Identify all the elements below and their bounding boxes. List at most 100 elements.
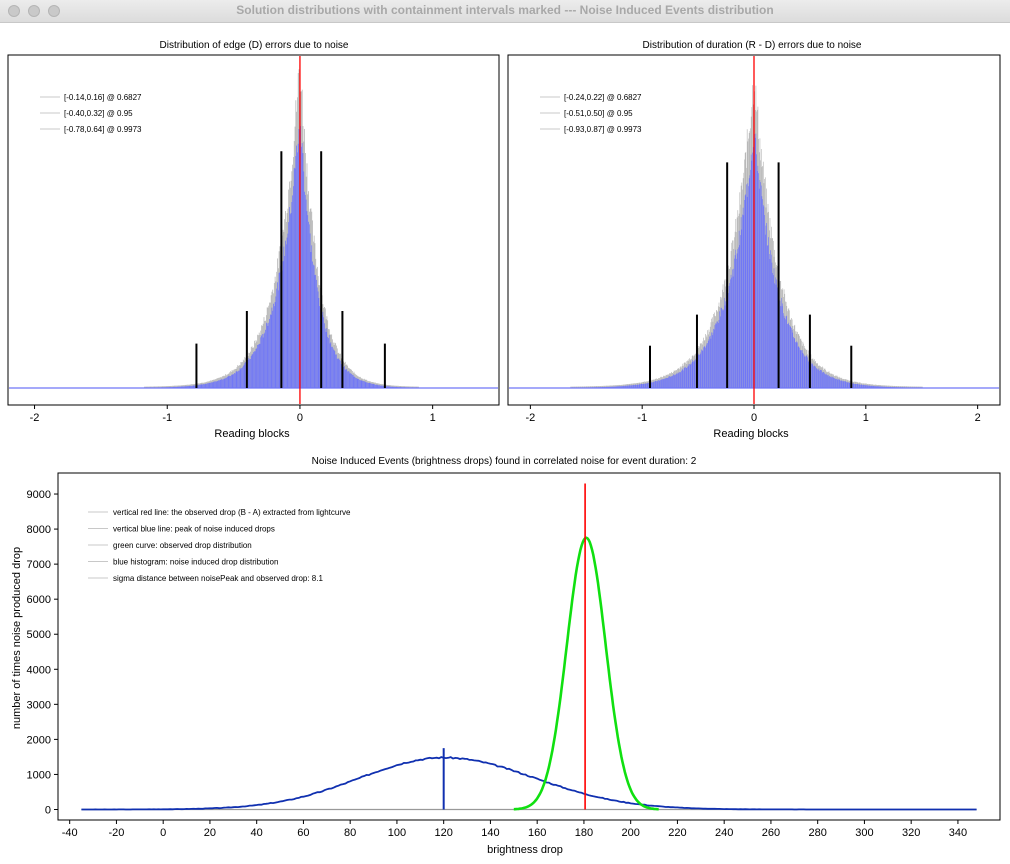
- histogram-bar-noise: [887, 385, 889, 388]
- histogram-bar: [301, 146, 302, 388]
- histogram-bar-noise: [907, 386, 909, 388]
- histogram-bar: [846, 381, 847, 388]
- histogram-bar: [759, 179, 761, 388]
- histogram-bar-noise: [578, 386, 580, 388]
- histogram-bar: [880, 386, 882, 388]
- histogram-bar: [355, 377, 357, 388]
- histogram-bar: [383, 385, 384, 388]
- histogram-bar: [211, 382, 212, 388]
- histogram-bar-noise: [160, 386, 162, 388]
- legend-entry: green curve: observed drop distribution: [113, 541, 252, 550]
- histogram-bar: [742, 207, 744, 388]
- histogram-bar: [302, 153, 304, 388]
- histogram-bar: [866, 385, 867, 388]
- histogram-bar: [810, 361, 812, 388]
- histogram-bar-noise: [159, 386, 161, 388]
- histogram-bar: [785, 319, 786, 388]
- histogram-bar: [791, 329, 793, 388]
- histogram-bar: [879, 386, 881, 388]
- histogram-bar: [309, 233, 311, 388]
- histogram-bar: [190, 385, 192, 388]
- histogram-bar: [766, 222, 767, 388]
- histogram-bar: [868, 385, 870, 388]
- histogram-bar: [685, 366, 686, 388]
- histogram-bar: [662, 379, 663, 388]
- histogram-bar: [636, 384, 638, 388]
- histogram-bar-noise: [905, 386, 906, 388]
- histogram-bar: [819, 370, 820, 388]
- histogram-bar: [736, 253, 738, 388]
- histogram-bar: [698, 353, 700, 388]
- chart-title: Noise Induced Events (brightness drops) …: [312, 456, 697, 467]
- histogram-bar-noise: [898, 386, 900, 388]
- histogram-bar: [744, 195, 746, 388]
- histogram-bar: [743, 215, 745, 388]
- histogram-bar-noise: [912, 386, 914, 388]
- x-tick-label: 260: [762, 827, 780, 839]
- histogram-bar: [764, 215, 765, 388]
- histogram-bar: [774, 283, 776, 388]
- histogram-bar: [353, 376, 355, 388]
- histogram-bar: [243, 364, 245, 388]
- histogram-bar: [613, 386, 615, 388]
- x-tick-label: -1: [637, 412, 647, 424]
- histogram-bar-noise: [589, 386, 591, 388]
- histogram-bar-noise: [581, 386, 582, 388]
- histogram-bar: [847, 382, 849, 388]
- histogram-bar: [873, 385, 875, 388]
- histogram-bar: [357, 378, 359, 388]
- histogram-bar: [710, 338, 712, 388]
- histogram-bar: [719, 311, 721, 388]
- histogram-bar: [287, 233, 289, 388]
- histogram-bar: [808, 361, 810, 388]
- histogram-bar: [756, 154, 757, 388]
- histogram-bar-noise: [586, 386, 588, 388]
- histogram-bar: [333, 349, 335, 388]
- histogram-bar-noise: [392, 385, 394, 388]
- histogram-bar: [806, 356, 808, 388]
- histogram-bar-noise: [897, 386, 898, 388]
- histogram-bar: [823, 371, 824, 388]
- histogram-bar-noise: [152, 386, 153, 388]
- histogram-bar: [848, 382, 849, 388]
- histogram-bar-noise: [599, 386, 601, 388]
- histogram-bar: [277, 290, 279, 388]
- histogram-bar-noise: [575, 386, 576, 388]
- histogram-bar: [693, 361, 695, 388]
- histogram-bar-noise: [919, 386, 921, 388]
- x-tick-label: -40: [62, 827, 78, 839]
- histogram-bar: [326, 328, 328, 388]
- legend-entry: sigma distance between noisePeak and obs…: [113, 574, 323, 583]
- histogram-bar-noise: [153, 386, 155, 388]
- histogram-bar: [180, 386, 182, 388]
- y-tick-label: 4000: [27, 664, 51, 676]
- histogram-bar: [219, 379, 221, 388]
- x-axis-label: brightness drop: [487, 844, 563, 856]
- histogram-bar: [656, 381, 658, 388]
- histogram-bar: [700, 352, 702, 388]
- histogram-bar: [840, 380, 841, 388]
- histogram-bar: [773, 268, 775, 388]
- zoom-window-button[interactable]: [48, 5, 60, 17]
- plot-frame: [7, 54, 500, 406]
- histogram-bar: [783, 315, 785, 388]
- histogram-bar-noise: [885, 385, 886, 388]
- histogram-bar-noise: [915, 386, 916, 388]
- legend-entry: [-0.40,0.32] @ 0.95: [64, 109, 133, 118]
- histogram-bar: [239, 368, 241, 388]
- histogram-bar: [802, 352, 804, 388]
- histogram-bar: [686, 368, 688, 388]
- histogram-bar-noise: [892, 385, 894, 388]
- histogram-bar-noise: [575, 386, 577, 388]
- histogram-bar-noise: [903, 386, 904, 388]
- close-window-button[interactable]: [8, 5, 20, 17]
- histogram-bar-noise: [587, 386, 589, 388]
- histogram-bar: [293, 186, 294, 388]
- histogram-bar: [183, 386, 184, 388]
- histogram-bar: [234, 372, 235, 388]
- histogram: [9, 56, 498, 404]
- histogram-bar: [787, 324, 788, 388]
- histogram-bar: [829, 375, 831, 388]
- minimize-window-button[interactable]: [28, 5, 40, 17]
- histogram-bar: [762, 199, 763, 388]
